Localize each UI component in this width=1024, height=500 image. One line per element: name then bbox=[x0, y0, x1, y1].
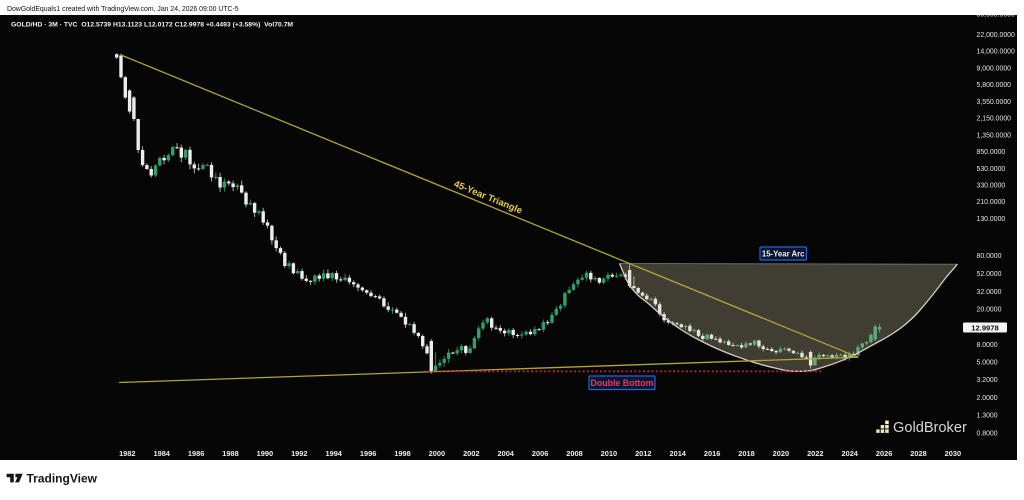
svg-text:8.0000: 8.0000 bbox=[977, 342, 998, 349]
svg-text:530.0000: 530.0000 bbox=[977, 166, 1006, 173]
svg-text:15-Year Arc: 15-Year Arc bbox=[762, 250, 805, 259]
svg-text:2014: 2014 bbox=[669, 449, 686, 458]
svg-text:80.0000: 80.0000 bbox=[977, 253, 1002, 260]
svg-text:14,000.0000: 14,000.0000 bbox=[977, 49, 1015, 56]
svg-text:3,550.0000: 3,550.0000 bbox=[977, 99, 1012, 106]
svg-text:1986: 1986 bbox=[188, 449, 204, 458]
svg-text:1.3000: 1.3000 bbox=[977, 413, 998, 420]
svg-text:2016: 2016 bbox=[704, 449, 720, 458]
svg-text:32.0000: 32.0000 bbox=[977, 289, 1002, 296]
svg-text:850.0000: 850.0000 bbox=[977, 149, 1006, 156]
svg-text:52.0000: 52.0000 bbox=[977, 271, 1002, 278]
svg-text:2000: 2000 bbox=[429, 449, 445, 458]
svg-text:130.0000: 130.0000 bbox=[977, 216, 1006, 223]
svg-text:1984: 1984 bbox=[153, 449, 170, 458]
svg-text:2030: 2030 bbox=[945, 449, 961, 458]
svg-text:2002: 2002 bbox=[463, 449, 479, 458]
svg-text:5.0000: 5.0000 bbox=[977, 359, 998, 366]
svg-text:2020: 2020 bbox=[773, 449, 789, 458]
svg-text:1998: 1998 bbox=[394, 449, 410, 458]
svg-text:2024: 2024 bbox=[841, 449, 858, 458]
svg-text:2018: 2018 bbox=[738, 449, 754, 458]
svg-text:1,350.0000: 1,350.0000 bbox=[977, 133, 1012, 140]
svg-text:Double Bottom: Double Bottom bbox=[590, 378, 653, 388]
svg-text:GoldBroker: GoldBroker bbox=[893, 420, 967, 436]
svg-text:2026: 2026 bbox=[876, 449, 892, 458]
svg-text:GOLD/HD · 3M · TVC O12.5739 H: GOLD/HD · 3M · TVC O12.5739 H13.1123 L12… bbox=[11, 22, 293, 29]
svg-text:2.0000: 2.0000 bbox=[977, 395, 998, 402]
svg-text:5,800.0000: 5,800.0000 bbox=[977, 82, 1012, 89]
svg-text:210.0000: 210.0000 bbox=[977, 199, 1006, 206]
svg-text:1994: 1994 bbox=[325, 449, 342, 458]
svg-text:3.2000: 3.2000 bbox=[977, 377, 998, 384]
svg-text:TradingView: TradingView bbox=[27, 471, 98, 485]
svg-text:2,150.0000: 2,150.0000 bbox=[977, 116, 1012, 123]
svg-text:1996: 1996 bbox=[360, 449, 376, 458]
svg-text:2012: 2012 bbox=[635, 449, 651, 458]
svg-text:2008: 2008 bbox=[566, 449, 582, 458]
svg-text:0.8000: 0.8000 bbox=[977, 431, 998, 438]
svg-text:2010: 2010 bbox=[601, 449, 617, 458]
svg-text:12.9978: 12.9978 bbox=[971, 323, 998, 332]
svg-text:2004: 2004 bbox=[497, 449, 514, 458]
svg-text:1990: 1990 bbox=[257, 449, 273, 458]
svg-text:20.0000: 20.0000 bbox=[977, 307, 1002, 314]
svg-text:2022: 2022 bbox=[807, 449, 823, 458]
svg-text:DowGoldEquals1 created with Tr: DowGoldEquals1 created with TradingView.… bbox=[7, 6, 239, 13]
svg-text:1992: 1992 bbox=[291, 449, 307, 458]
svg-text:1988: 1988 bbox=[222, 449, 238, 458]
svg-text:22,000.0000: 22,000.0000 bbox=[977, 32, 1015, 39]
svg-text:9,000.0000: 9,000.0000 bbox=[977, 66, 1012, 73]
svg-text:330.0000: 330.0000 bbox=[977, 183, 1006, 190]
svg-text:1982: 1982 bbox=[119, 449, 135, 458]
svg-text:2006: 2006 bbox=[532, 449, 548, 458]
svg-text:2028: 2028 bbox=[910, 449, 926, 458]
